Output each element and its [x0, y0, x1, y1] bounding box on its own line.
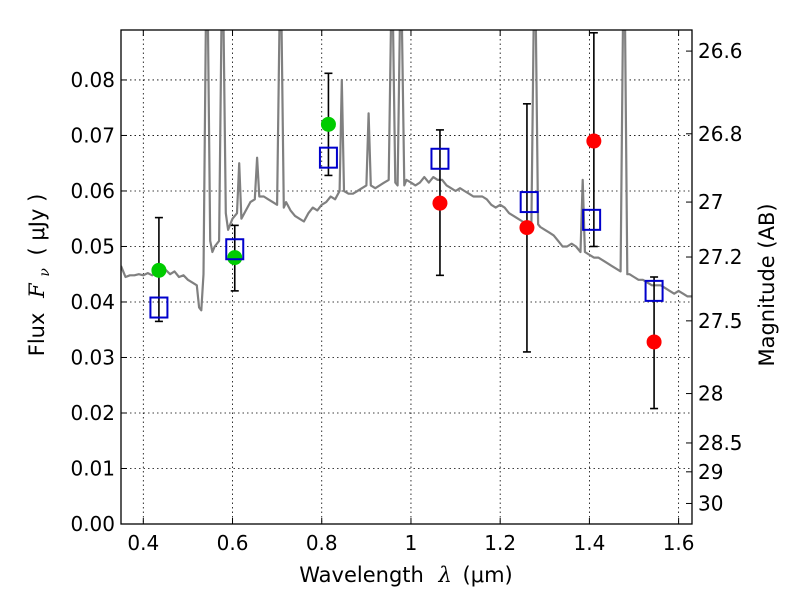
model-photometry-square [318, 146, 338, 169]
y2-axis-label: Magnitude (AB) [755, 203, 779, 366]
x-tick-label: 0.8 [306, 531, 338, 555]
y-tick-label: 0.08 [70, 68, 115, 92]
x-axis-label: Wavelength λ (μm) [299, 563, 512, 587]
ticks-layer: 0.4 0.6 0.8 1 1.2 1.4 1.6 0.00 0.01 0.02 0.03 0.04 0… [70, 30, 743, 555]
x-axis-label-symbol: λ [438, 563, 452, 587]
y2-tick-label: 27 [698, 190, 723, 214]
x-tick-label: 0.4 [127, 531, 159, 555]
y-axis-label: Flux F ν ( μJy ) [25, 194, 54, 357]
x-tick-label: 1.6 [663, 531, 695, 555]
red-data-point [586, 133, 602, 149]
model-photometry-square [644, 279, 664, 302]
sed-model-line [121, 30, 692, 312]
green-data-point [227, 250, 243, 266]
sed-model-curve-layer [121, 30, 692, 312]
x-tick-label: 1.4 [573, 531, 605, 555]
y2-tick-label: 26.8 [698, 122, 743, 146]
markers-layer [149, 116, 664, 350]
model-photometry-square [582, 208, 602, 231]
model-photometry-square [225, 238, 245, 261]
y-tick-label: 0.06 [70, 179, 115, 203]
y-axis-label-symbol: F [25, 282, 49, 299]
model-photometry-square [149, 296, 169, 319]
y-tick-label: 0.07 [70, 123, 115, 147]
x-tick-label: 1 [405, 531, 418, 555]
x-tick-label: 0.6 [217, 531, 249, 555]
red-data-point [432, 195, 448, 211]
red-data-point [646, 334, 662, 350]
x-tick-label: 1.2 [484, 531, 516, 555]
y2-tick-label: 27.5 [698, 309, 743, 333]
grid [121, 30, 692, 524]
y-tick-label: 0.01 [70, 456, 115, 480]
y2-tick-label: 30 [698, 491, 723, 515]
y-tick-label: 0.03 [70, 345, 115, 369]
y-tick-label: 0.05 [70, 234, 115, 258]
y2-tick-label: 28 [698, 382, 723, 406]
model-photometry-square [519, 191, 539, 214]
plot-frame [120, 29, 693, 525]
y-tick-label: 0.00 [70, 512, 115, 536]
model-photometry-square [430, 147, 450, 170]
y2-tick-label: 29 [698, 460, 723, 484]
y-axis-label-unit: ( μJy ) [25, 194, 49, 256]
y-axis-label-prefix: Flux [25, 313, 49, 357]
y2-tick-label: 26.6 [698, 39, 743, 63]
y2-tick-label: 28.5 [698, 431, 743, 455]
red-data-point [519, 220, 535, 236]
y-tick-label: 0.04 [70, 290, 115, 314]
y-tick-label: 0.02 [70, 401, 115, 425]
green-data-point [320, 116, 336, 132]
y-axis-label-subscript: ν [37, 268, 53, 277]
x-axis-label-unit: (μm) [463, 563, 513, 587]
green-data-point [151, 262, 167, 278]
x-axis-label-prefix: Wavelength [299, 563, 424, 587]
y2-tick-label: 27.2 [698, 245, 743, 269]
